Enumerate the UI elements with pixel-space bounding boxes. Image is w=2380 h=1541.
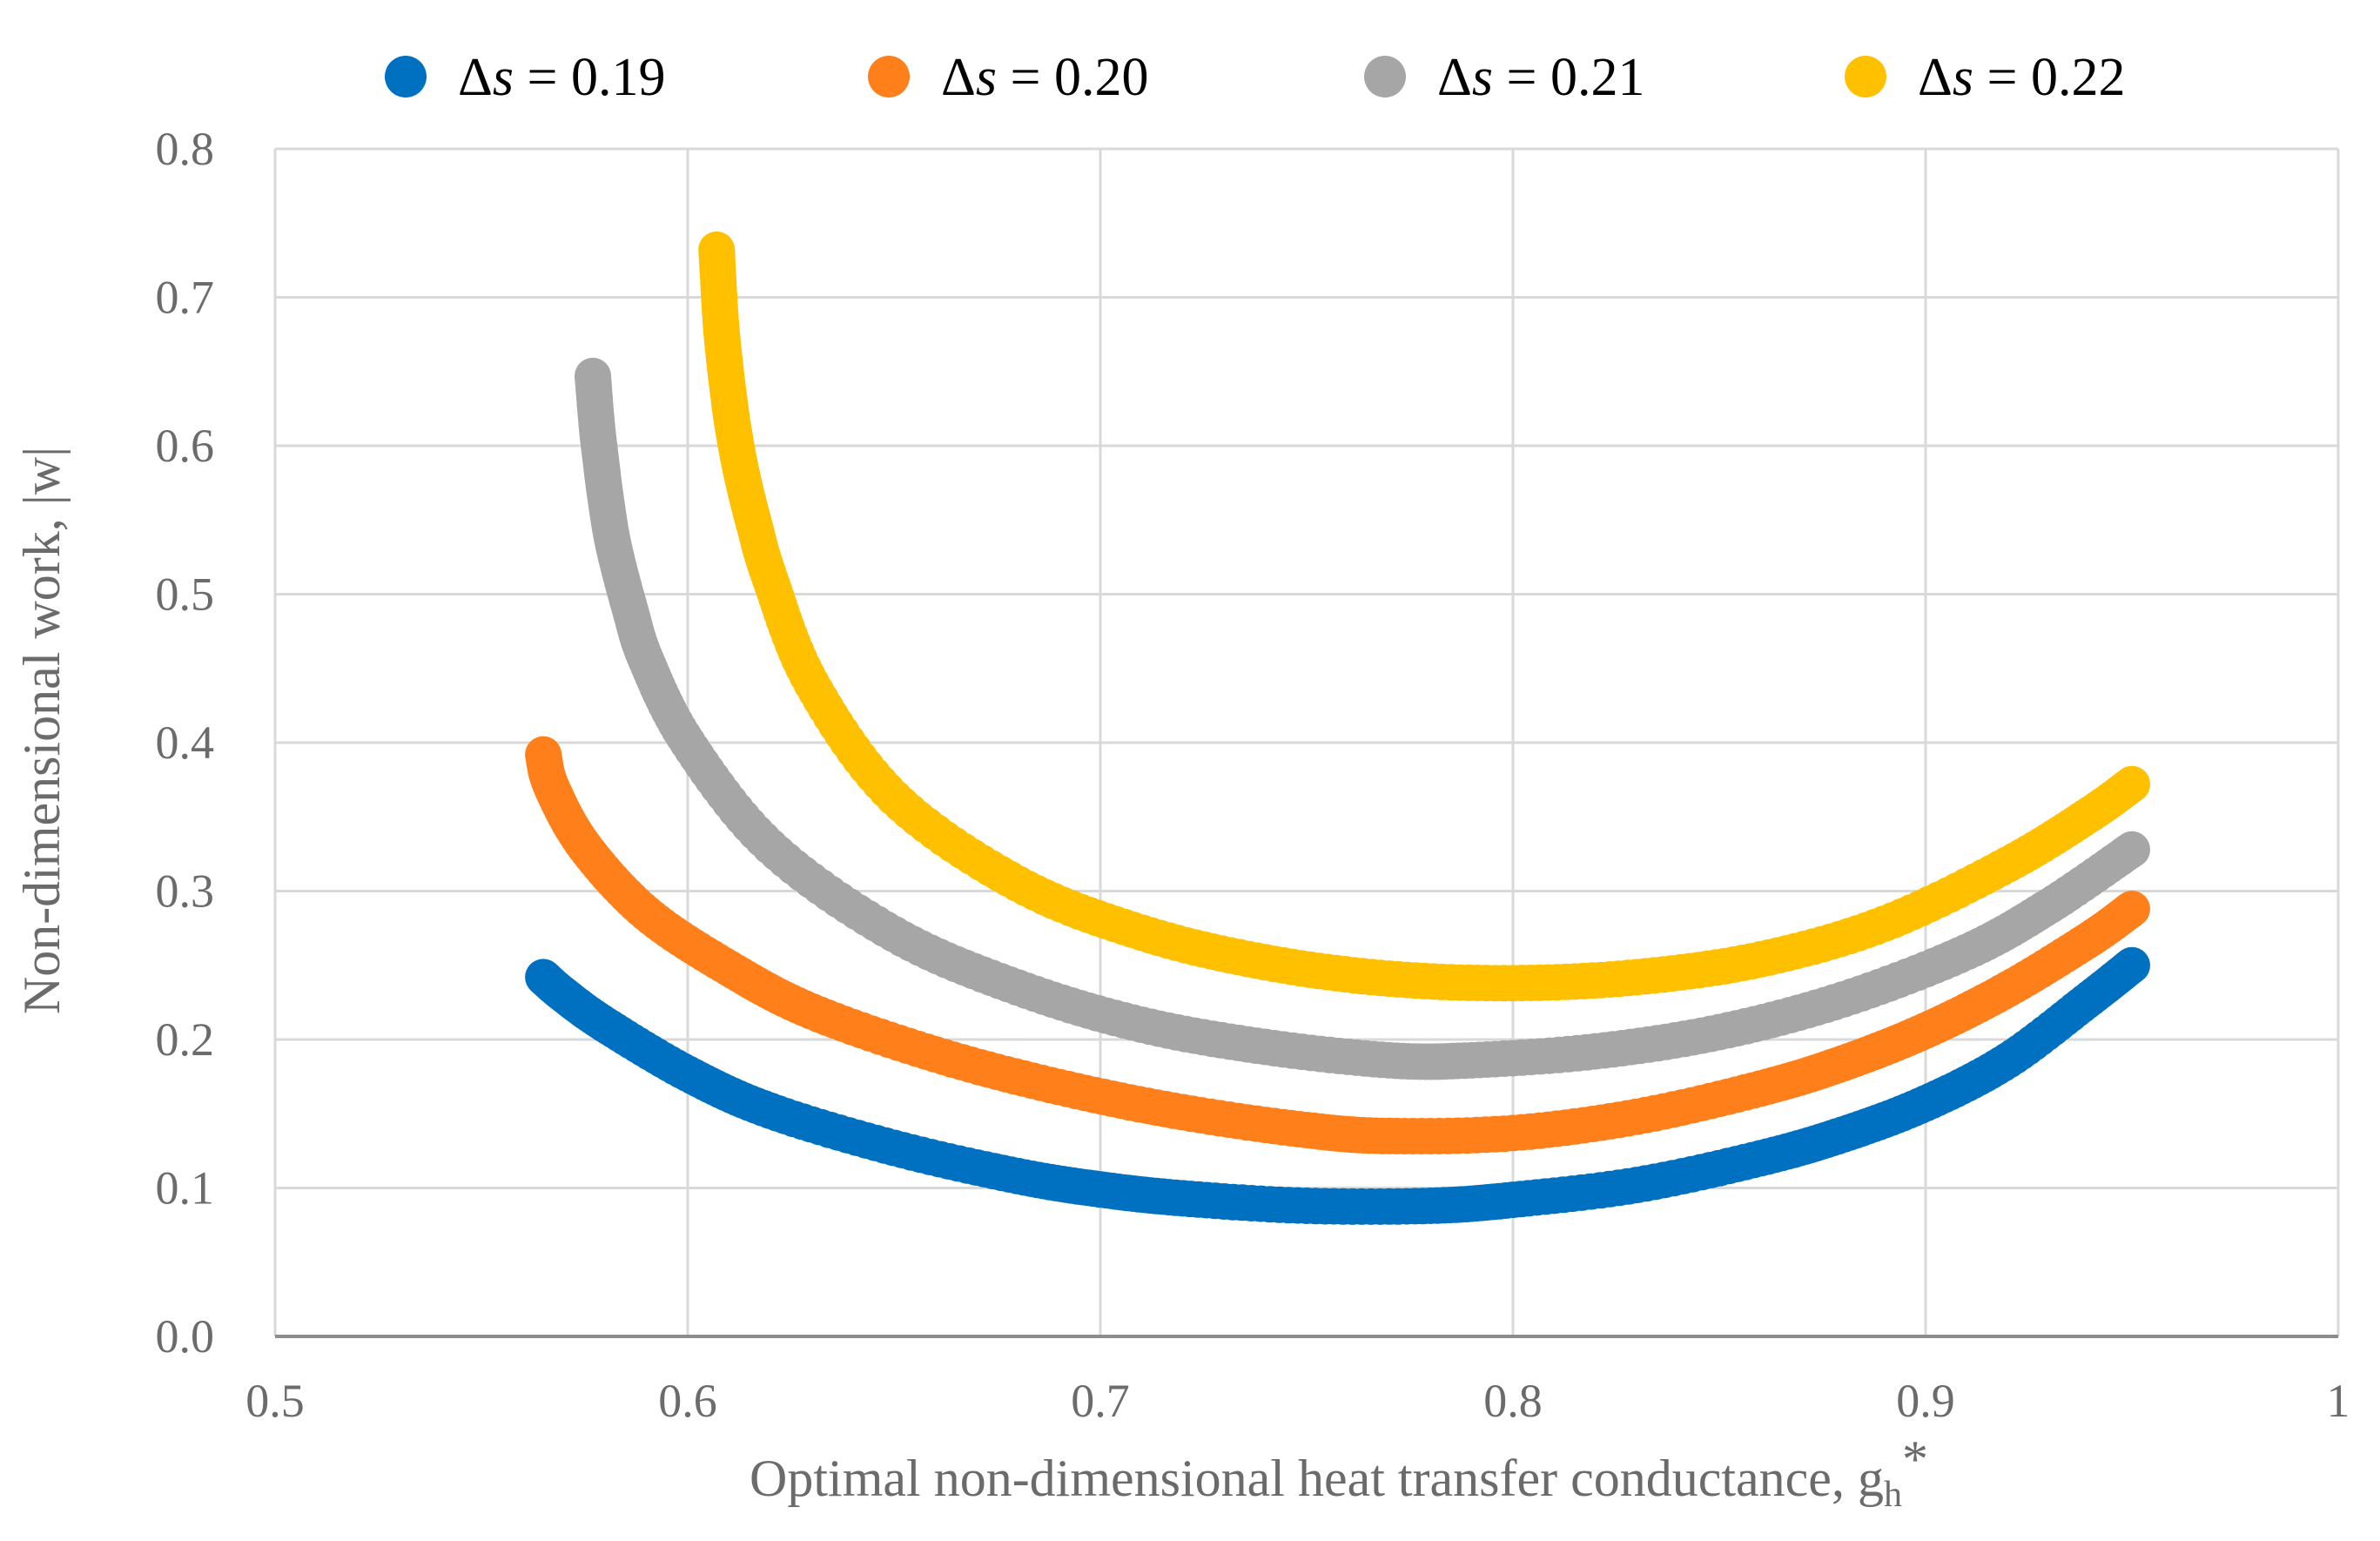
series-2 xyxy=(525,736,2150,1154)
grid xyxy=(273,147,2340,1338)
data-point xyxy=(2114,891,2150,927)
legend-label: Δs = 0.19 xyxy=(458,48,665,107)
series-1 xyxy=(525,946,2150,1225)
x-tick-label: 0.5 xyxy=(245,1375,305,1427)
y-tick-label: 0.2 xyxy=(156,1013,215,1066)
axes: 0.5 0.6 0.7 0.8 0.9 1 0.0 0.1 0.2 0.3 0.4 0.5 0.6 0.7… xyxy=(156,123,2350,1427)
legend-label: Δs = 0.21 xyxy=(1437,48,1644,107)
x-axis-title-superscript: * xyxy=(1902,1430,1928,1488)
x-axis-title-subscript: h xyxy=(1884,1475,1902,1515)
x-tick-label: 0.7 xyxy=(1071,1375,1130,1427)
legend-label: Δs = 0.20 xyxy=(941,48,1148,107)
y-tick-label: 0.5 xyxy=(156,569,215,621)
y-tick-label: 0.6 xyxy=(156,420,215,472)
legend-marker xyxy=(385,56,427,98)
series-layer xyxy=(525,231,2150,1225)
x-tick-label: 0.8 xyxy=(1483,1375,1543,1427)
data-point xyxy=(2114,946,2150,984)
legend-label: Δs = 0.22 xyxy=(1918,48,2125,107)
data-point xyxy=(2114,765,2150,803)
x-axis-title-main: Optimal non-dimensional heat transfer co… xyxy=(750,1450,1884,1507)
legend-marker xyxy=(1364,56,1406,98)
series-4 xyxy=(698,231,2150,1002)
x-tick-label: 0.9 xyxy=(1896,1375,1955,1427)
legend-item-2: Δs = 0.20 xyxy=(868,48,1148,107)
x-tick-label: 1 xyxy=(2327,1375,2350,1427)
x-tick-label: 0.6 xyxy=(658,1375,717,1427)
y-tick-label: 0.4 xyxy=(156,717,215,769)
legend-marker xyxy=(868,56,910,98)
legend: Δs = 0.19 Δs = 0.20 Δs = 0.21 Δs = 0.22 xyxy=(385,48,2125,107)
y-axis-title: Non-dimensional work, |w| xyxy=(13,447,71,1014)
y-tick-label: 0.1 xyxy=(156,1162,215,1215)
y-tick-label: 0.3 xyxy=(156,865,215,918)
y-tick-label: 0.8 xyxy=(156,123,215,175)
legend-item-4: Δs = 0.22 xyxy=(1845,48,2125,107)
legend-item-3: Δs = 0.21 xyxy=(1364,48,1644,107)
x-axis-title: Optimal non-dimensional heat transfer co… xyxy=(750,1430,1928,1515)
legend-item-1: Δs = 0.19 xyxy=(385,48,665,107)
legend-marker xyxy=(1845,56,1886,98)
y-tick-label: 0.0 xyxy=(156,1310,215,1363)
y-tick-label: 0.7 xyxy=(156,272,215,324)
data-point xyxy=(2114,831,2150,868)
series-3 xyxy=(575,357,2150,1080)
